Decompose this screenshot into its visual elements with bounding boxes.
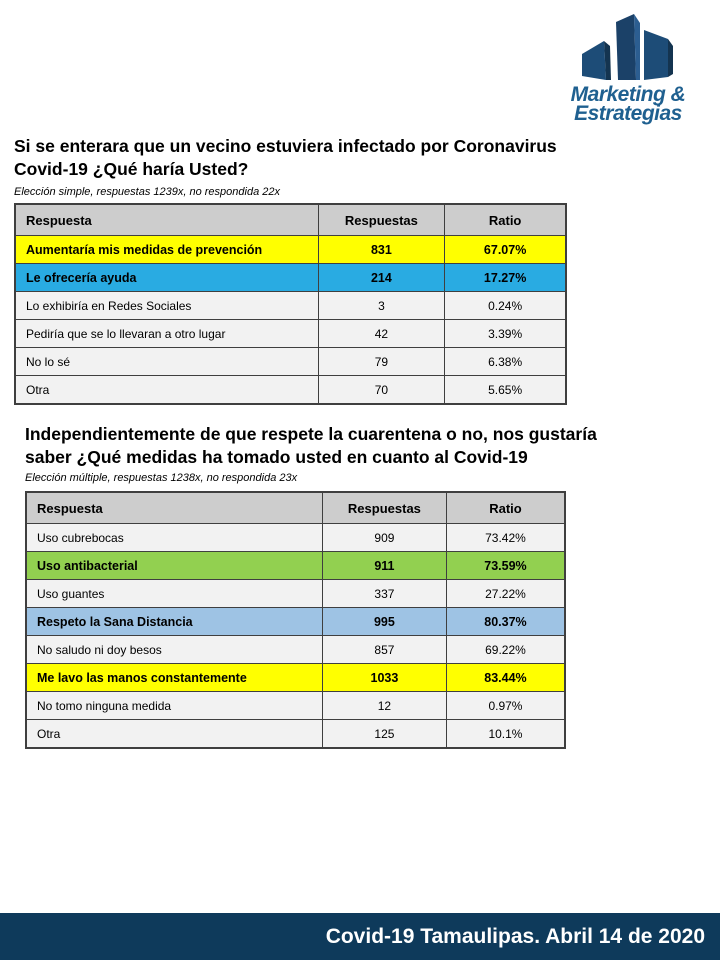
answer-count: 12 — [321, 691, 447, 720]
answer-ratio: 67.07% — [444, 235, 567, 264]
buildings-skyline-icon — [582, 14, 673, 80]
answer-label: Aumentaría mis medidas de prevención — [14, 235, 319, 264]
answer-count: 1033 — [321, 663, 447, 692]
answer-label: Respeto la Sana Distancia — [25, 607, 323, 636]
answer-count: 909 — [321, 523, 447, 552]
table-row: Lo exhibiría en Redes Sociales 3 0.24% — [14, 291, 567, 320]
answer-ratio: 83.44% — [445, 663, 566, 692]
table-row: Le ofrecería ayuda 214 17.27% — [14, 263, 567, 292]
table-row: Otra 125 10.1% — [25, 719, 566, 749]
question2-subtitle: Elección múltiple, respuestas 1238x, no … — [25, 472, 298, 484]
logo-text-line1: Marketing & — [570, 83, 686, 106]
answer-ratio: 5.65% — [444, 375, 567, 405]
col-header-respuesta: Respuesta — [25, 491, 323, 524]
footer-title: Covid-19 Tamaulipas. Abril 14 de 2020 — [325, 925, 705, 948]
answer-count: 42 — [317, 319, 446, 348]
answer-ratio: 69.22% — [445, 635, 566, 664]
question1-subtitle: Elección simple, respuestas 1239x, no re… — [14, 186, 280, 198]
answer-label: Uso guantes — [25, 579, 323, 608]
answer-label: Uso antibacterial — [25, 551, 323, 580]
table-row: Respeto la Sana Distancia 995 80.37% — [25, 607, 566, 636]
table-row: Uso antibacterial 911 73.59% — [25, 551, 566, 580]
answer-label: Uso cubrebocas — [25, 523, 323, 552]
answer-count: 857 — [321, 635, 447, 664]
table-row: Otra 70 5.65% — [14, 375, 567, 405]
question1-title: Si se enterara que un vecino estuviera i… — [14, 136, 557, 180]
answer-label: No saludo ni doy besos — [25, 635, 323, 664]
table-row: No saludo ni doy besos 857 69.22% — [25, 635, 566, 664]
answer-label: Le ofrecería ayuda — [14, 263, 319, 292]
question2-title: Independientemente de que respete la cua… — [25, 424, 597, 468]
answer-ratio: 17.27% — [444, 263, 567, 292]
answer-count: 3 — [317, 291, 446, 320]
answer-ratio: 80.37% — [445, 607, 566, 636]
answer-count: 337 — [321, 579, 447, 608]
answer-label: Otra — [25, 719, 323, 749]
answer-count: 214 — [317, 263, 446, 292]
answer-label: No tomo ninguna medida — [25, 691, 323, 720]
answer-label: Pediría que se lo llevaran a otro lugar — [14, 319, 319, 348]
company-logo: Marketing & Estrategias — [543, 10, 713, 124]
col-header-respuestas: Respuestas — [321, 491, 447, 524]
answer-count: 995 — [321, 607, 447, 636]
question1-table: Respuesta Respuestas Ratio Aumentaría mi… — [14, 203, 567, 405]
answer-ratio: 10.1% — [445, 719, 566, 749]
answer-ratio: 73.59% — [445, 551, 566, 580]
footer-bar: Covid-19 Tamaulipas. Abril 14 de 2020 — [0, 913, 720, 960]
answer-ratio: 0.24% — [444, 291, 567, 320]
answer-count: 125 — [321, 719, 447, 749]
table-row: Me lavo las manos constantemente 1033 83… — [25, 663, 566, 692]
answer-ratio: 73.42% — [445, 523, 566, 552]
table-row: No tomo ninguna medida 12 0.97% — [25, 691, 566, 720]
table-row: Uso cubrebocas 909 73.42% — [25, 523, 566, 552]
answer-count: 79 — [317, 347, 446, 376]
answer-ratio: 0.97% — [445, 691, 566, 720]
answer-ratio: 3.39% — [444, 319, 567, 348]
answer-label: No lo sé — [14, 347, 319, 376]
table-row: Uso guantes 337 27.22% — [25, 579, 566, 608]
answer-label: Me lavo las manos constantemente — [25, 663, 323, 692]
col-header-ratio: Ratio — [444, 203, 567, 236]
col-header-respuestas: Respuestas — [317, 203, 446, 236]
answer-label: Otra — [14, 375, 319, 405]
answer-count: 70 — [317, 375, 446, 405]
answer-ratio: 27.22% — [445, 579, 566, 608]
table-row: Pediría que se lo llevaran a otro lugar … — [14, 319, 567, 348]
answer-count: 911 — [321, 551, 447, 580]
col-header-respuesta: Respuesta — [14, 203, 319, 236]
logo-text-line2: Estrategias — [574, 102, 682, 125]
answer-label: Lo exhibiría en Redes Sociales — [14, 291, 319, 320]
col-header-ratio: Ratio — [445, 491, 566, 524]
question2-table: Respuesta Respuestas Ratio Uso cubreboca… — [25, 491, 566, 749]
table-header-row: Respuesta Respuestas Ratio — [25, 491, 566, 524]
answer-count: 831 — [317, 235, 446, 264]
table-row: Aumentaría mis medidas de prevención 831… — [14, 235, 567, 264]
answer-ratio: 6.38% — [444, 347, 567, 376]
table-row: No lo sé 79 6.38% — [14, 347, 567, 376]
table-header-row: Respuesta Respuestas Ratio — [14, 203, 567, 236]
